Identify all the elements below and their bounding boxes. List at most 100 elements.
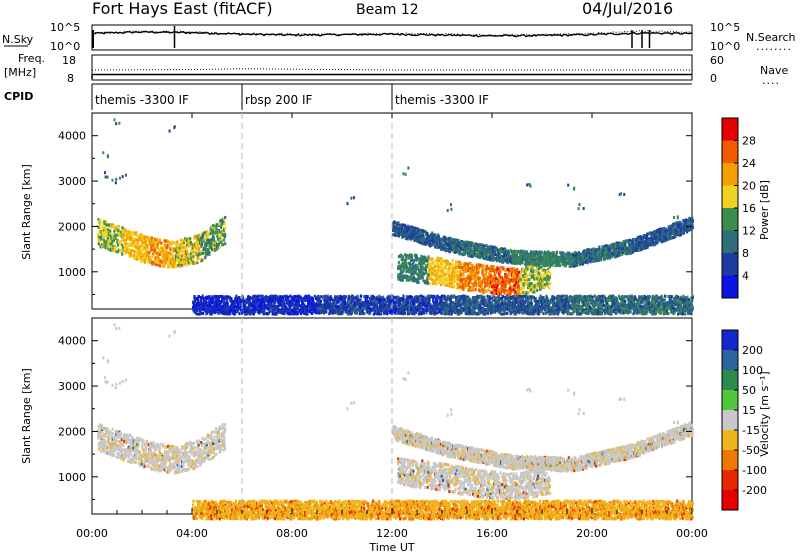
echo-cell [485, 274, 487, 277]
echo-cell [238, 312, 240, 315]
echo-cell [141, 234, 143, 237]
echo-cell [433, 261, 435, 264]
echo-cell [559, 264, 561, 267]
echo-cell [115, 246, 117, 249]
echo-cell [422, 276, 424, 279]
echo-cell [412, 262, 414, 265]
series-nave-line [92, 69, 692, 70]
echo-cell [180, 250, 182, 253]
echo-cell [540, 266, 542, 269]
power-frame [92, 113, 692, 309]
echo-cell [435, 283, 437, 286]
freq-right-tick-top: 60 [710, 54, 724, 67]
echo-cell [98, 239, 100, 242]
echo-cell [216, 308, 218, 311]
echo-cell [156, 263, 158, 266]
echo-cell [189, 237, 191, 240]
echo-cell [222, 243, 224, 246]
nsky-frame [92, 25, 692, 50]
echo-cell [100, 237, 102, 240]
echo-cell [206, 230, 208, 233]
echo-cell [665, 238, 667, 241]
echo-cell [499, 271, 501, 274]
echo-cell [402, 256, 404, 259]
echo-cell [472, 264, 474, 267]
echo-cell [220, 301, 222, 304]
echo-cell [685, 218, 687, 221]
echo-cell [145, 240, 147, 243]
echo-cell [500, 266, 502, 269]
echo-cell [541, 251, 543, 254]
echo-cell [97, 233, 99, 236]
radar-title: Fort Hays East (fitACF) [92, 0, 273, 18]
echo-cell [141, 252, 143, 255]
echo-cell [461, 278, 463, 281]
echo-cell [148, 236, 150, 239]
echo-cell [224, 216, 226, 219]
echo-cell [105, 220, 107, 223]
echo-cell [508, 289, 510, 292]
echo-cell [230, 297, 232, 300]
echo-cell [104, 235, 106, 238]
echo-cell [109, 230, 111, 233]
cpid-segment-label: rbsp 200 IF [245, 93, 312, 107]
echo-cell [136, 253, 138, 256]
echo-cell [208, 251, 210, 254]
echo-cell [117, 229, 119, 232]
echo-cell [197, 313, 199, 316]
cpid-segments-group: themis -3300 IF rbsp 200 IF themis -3300 I… [92, 84, 489, 110]
echo-cell [632, 251, 634, 254]
echo-cell [505, 285, 507, 288]
freq-unit-label: [MHz] [4, 66, 36, 79]
echo-cell [511, 267, 513, 270]
echo-cell [213, 237, 215, 240]
echo-cell [224, 223, 226, 226]
echo-cell [198, 295, 200, 298]
echo-cell [417, 266, 419, 269]
echo-cell [429, 258, 431, 261]
echo-cell [117, 244, 119, 247]
echo-cell [500, 293, 502, 296]
echo-cell [637, 249, 639, 252]
echo-cell [549, 276, 551, 279]
echo-cell [186, 250, 188, 253]
echo-cell [402, 279, 404, 282]
echo-cell [425, 272, 427, 275]
echo-cell [443, 283, 445, 286]
echo-cell [555, 254, 557, 257]
echo-cell [102, 226, 104, 229]
echo-cell [211, 248, 213, 251]
echo-cell [224, 242, 226, 245]
echo-cell [477, 269, 479, 272]
echo-cell [499, 278, 501, 281]
echo-cell [151, 240, 153, 243]
echo-cell [178, 254, 180, 257]
echo-cell [218, 235, 220, 238]
echo-cell [204, 256, 206, 259]
echo-cell [545, 278, 547, 281]
nsearch-legend-dots: ........ [756, 40, 792, 53]
echo-cell [509, 281, 511, 284]
echo-cell [224, 227, 226, 230]
echo-cell [516, 253, 518, 256]
freq-series-group [92, 69, 692, 79]
echo-cell [159, 239, 161, 242]
nsky-right-tick-bottom: 10^0 [710, 40, 740, 53]
echo-cell [448, 267, 450, 270]
echo-cell [453, 285, 455, 288]
echo-cell [692, 220, 694, 223]
cpid-segment-label: themis -3300 IF [95, 93, 189, 107]
echo-cell [147, 244, 149, 247]
freq-frame [92, 55, 692, 80]
rti-figure: Fort Hays East (fitACF) Beam 12 04/Jul/2… [0, 0, 800, 554]
echo-cell [117, 226, 119, 229]
echo-cell [515, 250, 517, 253]
echo-cell [172, 266, 174, 269]
date-label: 04/Jul/2016 [582, 0, 673, 18]
echo-cell [205, 301, 207, 304]
echo-cell [176, 240, 178, 243]
echo-cell [445, 273, 447, 276]
echo-cell [499, 275, 501, 278]
echo-cell [556, 251, 558, 254]
